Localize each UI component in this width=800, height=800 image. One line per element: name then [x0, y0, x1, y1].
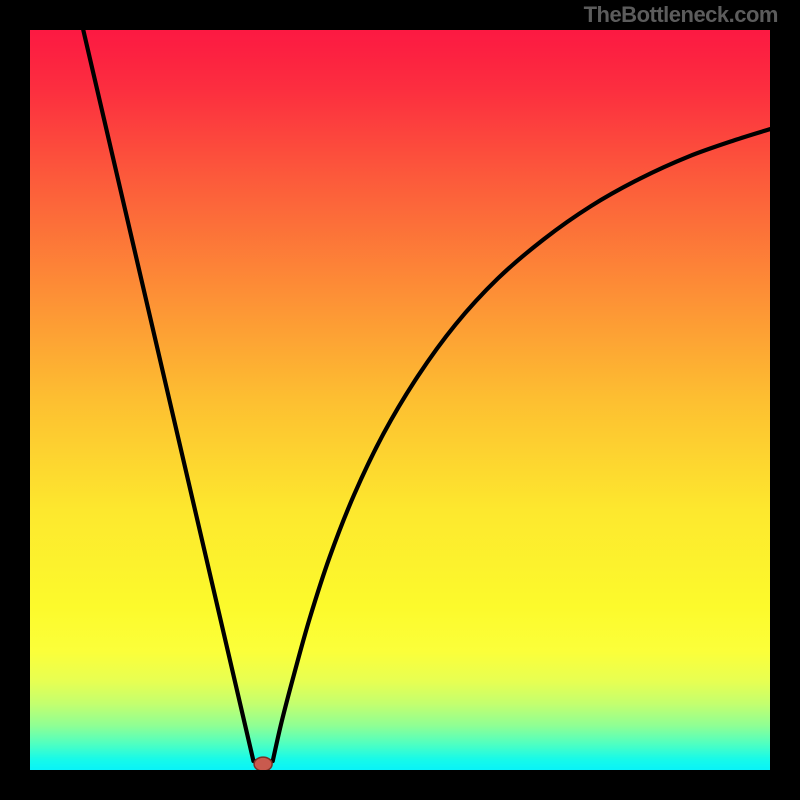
- watermark-text: TheBottleneck.com: [584, 2, 778, 28]
- gradient-background: [30, 30, 770, 770]
- plot-svg: [30, 30, 770, 770]
- plot-area: [30, 30, 770, 770]
- chart-container: TheBottleneck.com: [0, 0, 800, 800]
- optimum-marker: [254, 757, 272, 770]
